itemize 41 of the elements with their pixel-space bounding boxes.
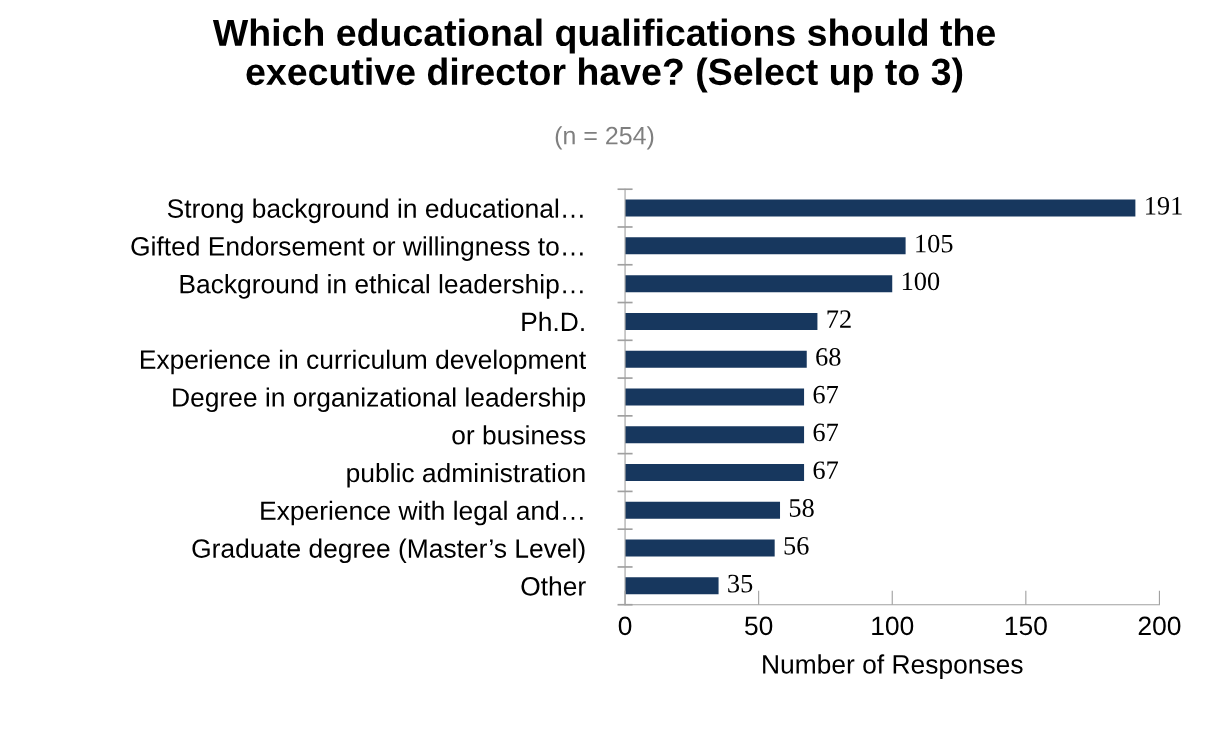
- x-tick-label: 200: [1138, 616, 1181, 636]
- data-label: 105: [916, 234, 953, 253]
- x-axis-title: Number of Responses: [763, 654, 1023, 679]
- bar: [625, 312, 818, 330]
- bar: [625, 426, 805, 444]
- x-tick-label: 50: [745, 616, 773, 636]
- y-tick-label: Graduate degree (Master’s Level): [192, 538, 585, 564]
- y-tick-label: Other: [521, 576, 586, 596]
- x-tick-label: 0: [618, 616, 632, 636]
- data-label: 68: [816, 347, 841, 366]
- data-label: 58: [789, 499, 814, 517]
- bar: [625, 275, 893, 293]
- bar: [625, 501, 781, 519]
- data-label: 100: [902, 272, 940, 291]
- bar: [625, 237, 906, 255]
- data-label: 72: [827, 310, 851, 328]
- x-tick-label: 100: [872, 616, 914, 636]
- y-tick-label: Background in ethical leadership…: [180, 274, 583, 299]
- bar: [625, 388, 805, 406]
- bar: [625, 199, 1136, 217]
- data-label: 67: [813, 385, 839, 404]
- bar: [625, 464, 805, 482]
- y-tick-label: Degree in organizational leadership: [173, 387, 586, 413]
- y-tick-label: Ph.D.: [522, 311, 584, 331]
- chart-title: Which educational qualifications should the executive director have? (Select up to 3): [212, 18, 995, 93]
- y-tick-label: public administration: [347, 462, 585, 488]
- data-label: 35: [728, 574, 753, 593]
- y-tick-label: Gifted Endorsement or willingness to…: [131, 236, 583, 261]
- chart-subtitle: (n = 254): [555, 126, 654, 150]
- data-label: 67: [813, 423, 839, 442]
- y-tick-label: or business: [452, 425, 586, 445]
- data-label: 56: [784, 536, 809, 555]
- bar: [625, 350, 807, 368]
- y-tick-label: Experience in curriculum development: [141, 349, 586, 375]
- bar: [625, 539, 775, 557]
- y-tick-label: Experience with legal and…: [261, 500, 583, 526]
- data-label: 67: [813, 461, 839, 480]
- y-tick-label: Strong background in educational…: [167, 198, 583, 224]
- bar: [625, 577, 719, 595]
- x-tick-label: 150: [1005, 616, 1047, 636]
- data-label: 191: [1146, 196, 1182, 215]
